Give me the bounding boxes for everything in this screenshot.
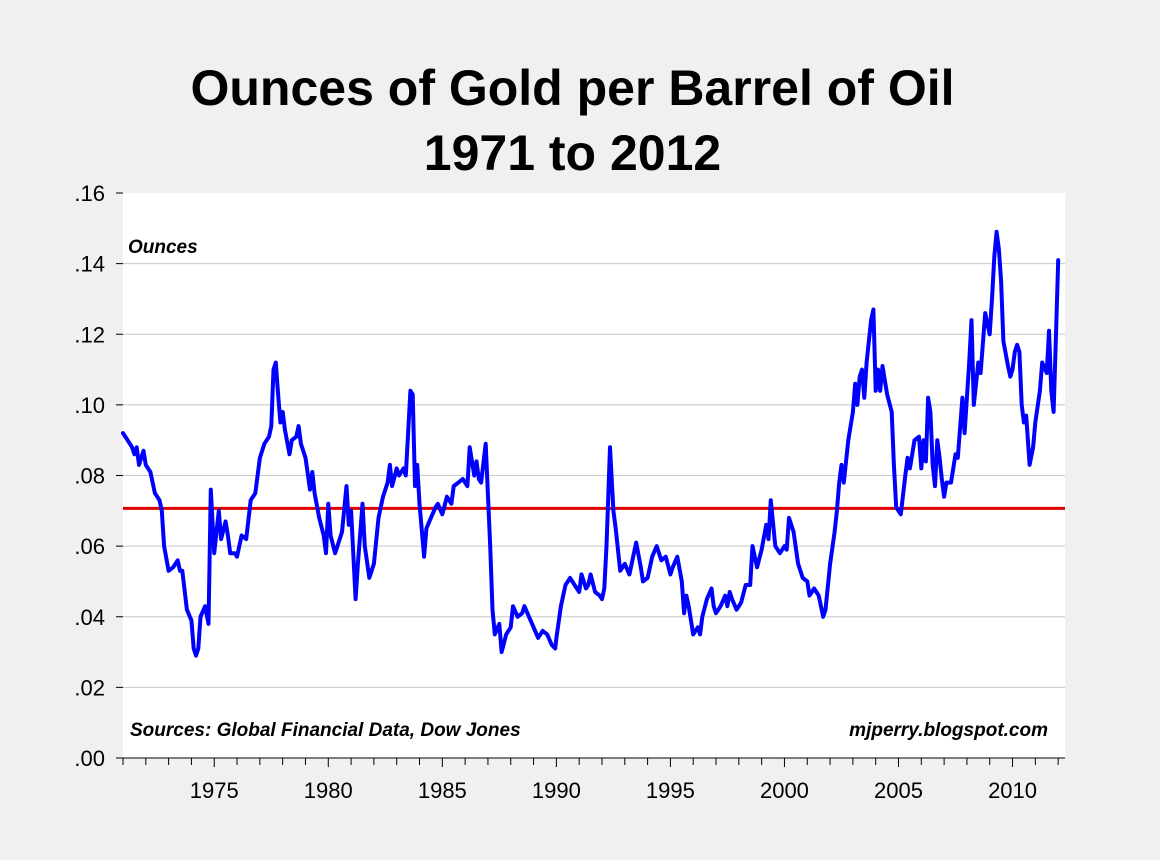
y-tick-label: .10 — [74, 393, 105, 418]
y-tick-label: .02 — [74, 675, 105, 700]
x-tick-label: 1985 — [418, 778, 467, 803]
y-tick-label: .08 — [74, 464, 105, 489]
x-tick-label: 1990 — [532, 778, 581, 803]
x-tick-label: 2000 — [760, 778, 809, 803]
credit-note: mjperry.blogspot.com — [849, 720, 1048, 741]
series-layer — [121, 229, 1065, 658]
x-tick-label: 1975 — [190, 778, 239, 803]
x-tick-label: 1995 — [646, 778, 695, 803]
y-tick-label: .12 — [74, 322, 105, 347]
x-tick-label: 2005 — [874, 778, 923, 803]
x-tick-label: 2010 — [988, 778, 1037, 803]
chart-title: Ounces of Gold per Barrel of Oil — [190, 60, 955, 116]
y-tick-label: .16 — [74, 181, 105, 206]
y-tick-label: .04 — [74, 605, 105, 630]
y-tick-label: .00 — [74, 746, 105, 771]
y-tick-label: .14 — [74, 252, 105, 277]
series-line — [121, 229, 1061, 658]
y-tick-label: .06 — [74, 534, 105, 559]
y-axis-label: Ounces — [128, 237, 198, 258]
x-tick-label: 1980 — [304, 778, 353, 803]
chart-subtitle: 1971 to 2012 — [423, 125, 722, 181]
x-axis: 1975 1980 1985 1990 1995 2000 2005 2010 — [123, 757, 1065, 803]
y-axis: .00 .02 .04 .06 .08 .10 .12 .14 .16 — [74, 181, 123, 771]
source-note: Sources: Global Financial Data, Dow Jone… — [130, 720, 521, 741]
x-minor-ticks — [122, 758, 1059, 767]
